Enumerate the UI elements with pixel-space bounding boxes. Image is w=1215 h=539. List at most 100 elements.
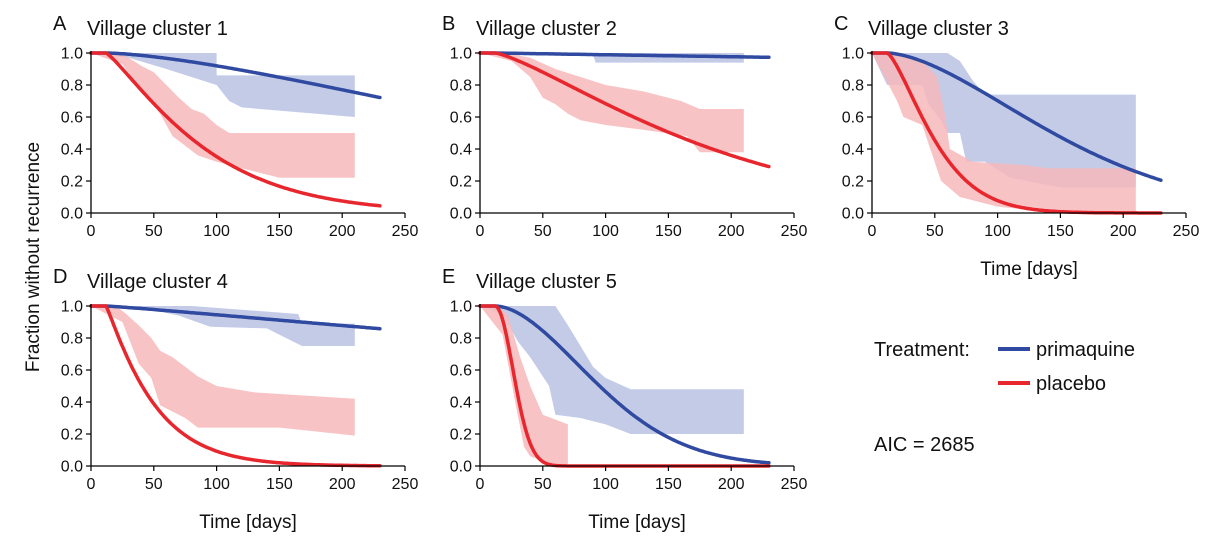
x-tick-label: 0 — [87, 223, 96, 240]
panel-letter: A — [53, 13, 67, 35]
ci-band-placebo — [91, 306, 355, 436]
x-tick-label: 200 — [718, 223, 745, 240]
x-tick-label: 0 — [476, 223, 485, 240]
y-tick-label: 0.8 — [450, 78, 472, 95]
x-tick-label: 50 — [145, 223, 163, 240]
y-tick-label: 0.4 — [450, 142, 472, 159]
y-tick-label: 0.0 — [61, 206, 83, 223]
y-tick-label: 0.6 — [842, 110, 864, 127]
y-tick-label: 0.2 — [61, 427, 83, 444]
legend-title: Treatment: — [874, 339, 970, 361]
series-line-placebo — [478, 51, 771, 169]
series-line-primaquine — [89, 51, 382, 100]
series-line-placebo — [89, 304, 382, 468]
panel-title: Village cluster 3 — [868, 18, 1009, 40]
panel-title: Village cluster 4 — [87, 271, 228, 293]
x-tick-label: 150 — [266, 223, 293, 240]
y-tick-label: 0.2 — [450, 427, 472, 444]
x-tick-label: 150 — [655, 476, 682, 493]
y-tick-label: 0.8 — [842, 78, 864, 95]
x-tick-label: 0 — [87, 476, 96, 493]
x-axis-label: Time [days] — [980, 259, 1078, 280]
x-tick-label: 100 — [984, 223, 1011, 240]
x-tick-label: 150 — [266, 476, 293, 493]
y-tick-label: 0.0 — [842, 206, 864, 223]
series-line-primaquine — [89, 304, 382, 331]
y-tick-label: 0.2 — [61, 174, 83, 191]
ci-band-primaquine — [91, 53, 355, 117]
legend-label-placebo: placebo — [1036, 373, 1106, 395]
series-line-primaquine — [478, 304, 771, 465]
y-tick-label: 0.0 — [61, 459, 83, 476]
y-tick-label: 0.2 — [450, 174, 472, 191]
x-tick-label: 50 — [534, 223, 552, 240]
legend-label-primaquine: primaquine — [1036, 339, 1135, 361]
ci-band-primaquine — [91, 306, 355, 346]
panel-title: Village cluster 1 — [87, 18, 228, 40]
series-line-primaquine — [478, 51, 771, 60]
y-tick-label: 0.6 — [61, 110, 83, 127]
x-axis-label: Time [days] — [199, 512, 297, 533]
y-tick-label: 0.4 — [450, 395, 472, 412]
ci-band-placebo — [480, 306, 744, 466]
x-tick-label: 100 — [592, 476, 619, 493]
panel-letter: E — [442, 266, 455, 288]
x-tick-label: 50 — [534, 476, 552, 493]
ci-band-placebo — [480, 53, 744, 153]
y-tick-label: 0.4 — [61, 395, 83, 412]
y-tick-label: 1.0 — [61, 299, 83, 316]
x-tick-label: 100 — [203, 223, 230, 240]
y-tick-label: 0.6 — [450, 110, 472, 127]
panel-title: Village cluster 5 — [476, 271, 617, 293]
y-tick-label: 0.0 — [450, 459, 472, 476]
ci-band-placebo — [872, 53, 1136, 213]
legend: Treatment: primaquine placebo — [874, 339, 1135, 395]
x-tick-label: 50 — [145, 476, 163, 493]
x-tick-label: 250 — [392, 476, 419, 493]
x-tick-label: 150 — [655, 223, 682, 240]
y-tick-label: 0.2 — [842, 174, 864, 191]
x-tick-label: 200 — [718, 476, 745, 493]
x-tick-label: 150 — [1047, 223, 1074, 240]
x-tick-label: 100 — [203, 476, 230, 493]
x-tick-label: 50 — [926, 223, 944, 240]
y-tick-label: 0.0 — [450, 206, 472, 223]
panel-letter: B — [442, 13, 455, 35]
aic-value: AIC = 2685 — [874, 434, 975, 456]
y-tick-label: 1.0 — [61, 46, 83, 63]
x-tick-label: 200 — [329, 476, 356, 493]
y-tick-label: 0.4 — [842, 142, 864, 159]
chart-panel-c: 0.0 0.2 0.4 0.6 0.8 1.0 0 50 100 150 200 250 C Villag… — [834, 13, 1199, 280]
series-line-primaquine — [870, 51, 1163, 182]
x-tick-label: 0 — [868, 223, 877, 240]
ci-band-primaquine — [480, 306, 744, 434]
x-tick-label: 200 — [1110, 223, 1137, 240]
chart-panel-d: 0.0 0.2 0.4 0.6 0.8 1.0 0 50 100 150 200 250 D Villag… — [53, 266, 418, 533]
y-axis-label: Fraction without recurrence — [23, 142, 44, 372]
panel-letter: D — [53, 266, 67, 288]
y-tick-label: 0.6 — [61, 363, 83, 380]
y-tick-label: 0.8 — [61, 331, 83, 348]
panel-title: Village cluster 2 — [476, 18, 617, 40]
chart-panel-e: 0.0 0.2 0.4 0.6 0.8 1.0 0 50 100 150 200 250 E Villag… — [442, 266, 807, 533]
y-tick-label: 0.6 — [450, 363, 472, 380]
y-tick-label: 0.8 — [61, 78, 83, 95]
x-tick-label: 200 — [329, 223, 356, 240]
chart-panel-a: 0.0 0.2 0.4 0.6 0.8 1.0 0 50 100 150 200 250 A Villag… — [53, 13, 418, 240]
x-tick-label: 250 — [781, 476, 808, 493]
panel-letter: C — [834, 13, 848, 35]
x-tick-label: 0 — [476, 476, 485, 493]
x-axis-label: Time [days] — [588, 512, 686, 533]
series-line-placebo — [89, 51, 382, 208]
chart-panel-b: 0.0 0.2 0.4 0.6 0.8 1.0 0 50 100 150 200 250 B Villag… — [442, 13, 807, 240]
x-tick-label: 250 — [392, 223, 419, 240]
y-tick-label: 1.0 — [450, 46, 472, 63]
y-tick-label: 0.8 — [450, 331, 472, 348]
y-tick-label: 1.0 — [842, 46, 864, 63]
x-tick-label: 250 — [1173, 223, 1200, 240]
ci-band-placebo — [91, 53, 355, 178]
y-tick-label: 0.4 — [61, 142, 83, 159]
x-tick-label: 100 — [592, 223, 619, 240]
x-tick-label: 250 — [781, 223, 808, 240]
